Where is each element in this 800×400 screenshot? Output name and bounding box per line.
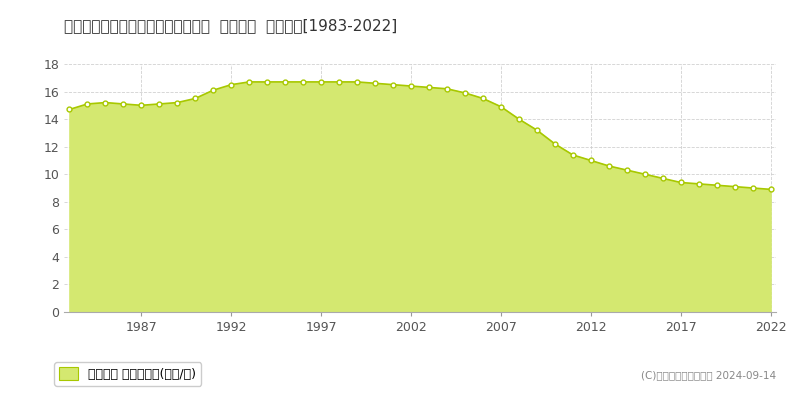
Legend: 地価公示 平均坪単価(万円/坪): 地価公示 平均坪単価(万円/坪) [54, 362, 201, 386]
Text: (C)土地価格ドットコム 2024-09-14: (C)土地価格ドットコム 2024-09-14 [641, 370, 776, 380]
Text: 福岡県大牟田市中町２丁目１０番４  地価公示  地価推移[1983-2022]: 福岡県大牟田市中町２丁目１０番４ 地価公示 地価推移[1983-2022] [64, 18, 398, 33]
